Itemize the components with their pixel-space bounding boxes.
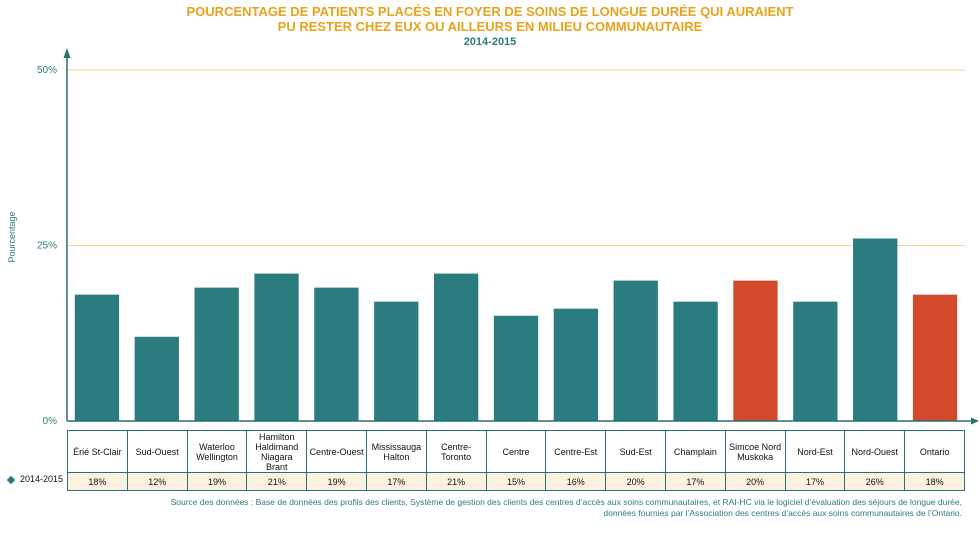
category-label: Centre-Toronto [425, 430, 487, 473]
category-label: Simcoe Nord Muskoka [724, 430, 786, 473]
y-tick-label: 0% [43, 416, 58, 427]
diamond-icon [6, 475, 16, 484]
source-line1: Source des données : Base de données des… [170, 497, 962, 507]
category-label: Sud-Ouest [126, 430, 188, 473]
bar [553, 308, 599, 421]
value-label: 18% [67, 472, 128, 491]
y-axis-label: Pourcentage [7, 211, 17, 263]
category-label: Champlain [664, 430, 726, 473]
data-table: Érié St-Clair Sud-Ouest Waterloo Wellingto… [67, 430, 965, 491]
bar-chart: 0% 25% 50% [37, 48, 979, 427]
bar [74, 294, 120, 421]
bar [673, 301, 718, 421]
category-label: Érié St-Clair [67, 430, 128, 473]
category-label: Mississauga Halton [365, 430, 427, 473]
bar [493, 315, 539, 421]
bar [793, 301, 838, 421]
value-label: 19% [306, 472, 367, 491]
value-label: 17% [365, 472, 427, 491]
value-row: 18% 12% 19% 21% 19% 17% 21% 15% 16% 20% 17% 20% 17% 2… [67, 472, 965, 491]
bar [194, 287, 239, 421]
x-axis-arrow-icon [971, 417, 979, 425]
chart-period: 2014-2015 [463, 36, 517, 48]
value-label: 18% [904, 472, 965, 491]
value-label: 17% [784, 472, 846, 491]
category-label: Ontario [904, 430, 965, 473]
bar [853, 238, 898, 421]
bar [134, 336, 179, 421]
value-label: 15% [485, 472, 547, 491]
category-label: Centre [485, 430, 547, 473]
y-tick-label: 50% [37, 65, 57, 76]
value-label: 16% [545, 472, 607, 491]
bar [613, 280, 658, 421]
value-label: 26% [844, 472, 906, 491]
category-label: Sud-Est [605, 430, 666, 473]
bar [314, 287, 359, 421]
series-label: 2014-2015 [20, 474, 64, 484]
category-label: Centre-Est [545, 430, 607, 473]
bar [733, 280, 778, 421]
bar [912, 294, 958, 421]
chart-title-line2: PU RESTER CHEZ EUX OU AILLEURS EN MILIEU… [277, 19, 703, 34]
category-label: Centre-Ouest [306, 430, 367, 473]
value-label: 21% [246, 472, 308, 491]
category-label: Waterloo Wellington [186, 430, 248, 473]
bar [374, 301, 419, 421]
chart-title-line1: POURCENTAGE DE PATIENTS PLACÉS EN FOYER … [186, 4, 794, 19]
bar [254, 273, 299, 421]
source-note: Source des données : Base de données des… [82, 497, 962, 519]
value-label: 20% [724, 472, 786, 491]
category-label: Nord-Est [784, 430, 846, 473]
source-line2: données fournies par l’Association des c… [603, 508, 962, 518]
category-label: Hamilton Haldimand Niagara Brant [246, 430, 308, 473]
y-tick-label: 25% [37, 241, 57, 252]
bar [433, 273, 479, 421]
category-label: Nord-Ouest [844, 430, 906, 473]
value-label: 19% [186, 472, 248, 491]
y-axis-arrow-icon [63, 48, 71, 58]
category-row: Érié St-Clair Sud-Ouest Waterloo Wellingto… [67, 430, 965, 473]
value-label: 17% [664, 472, 726, 491]
value-label: 20% [605, 472, 666, 491]
value-label: 21% [425, 472, 487, 491]
legend-entry: 2014-2015 [6, 474, 64, 484]
value-label: 12% [126, 472, 188, 491]
